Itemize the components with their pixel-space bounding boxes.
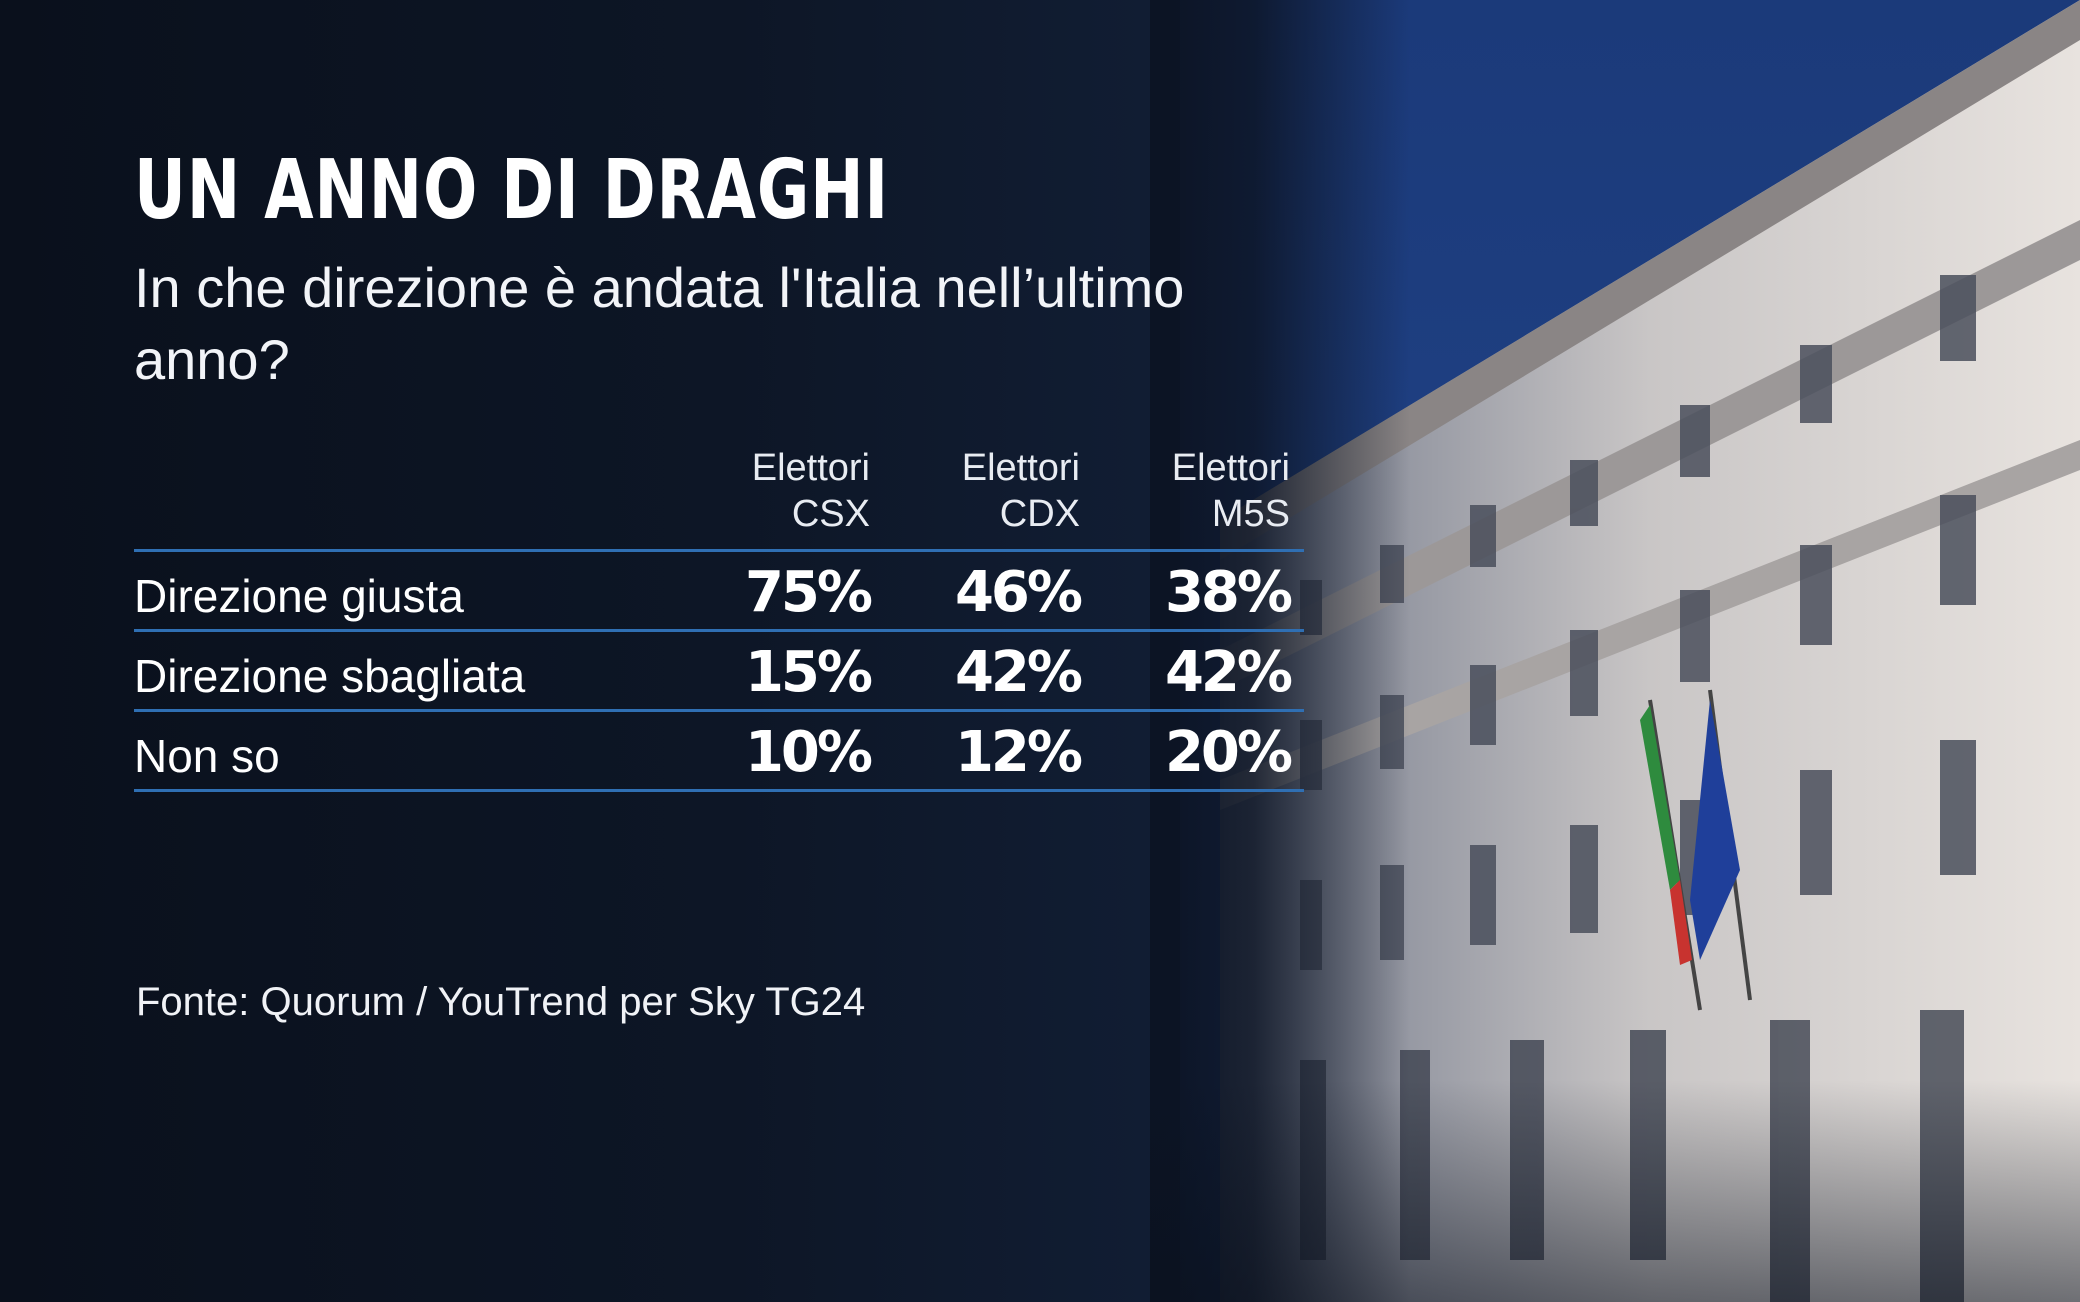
value-cell: 20%: [1164, 720, 1293, 785]
row-label: Non so: [134, 730, 280, 782]
column-header-cdx: Elettori CDX: [884, 445, 1094, 551]
column-header-line2: CDX: [999, 493, 1080, 535]
column-header-line1: Elettori: [1171, 447, 1290, 489]
poll-row-non-so: Non so 10% 12% 20%: [134, 711, 1304, 791]
chart-title: UN ANNO DI DRAGHI: [134, 143, 890, 238]
value-cell: 38%: [1164, 560, 1293, 625]
column-header-line1: Elettori: [961, 447, 1080, 489]
column-header-line2: CSX: [791, 493, 870, 535]
header-empty: [134, 445, 674, 551]
row-label: Direzione sbagliata: [134, 650, 526, 702]
poll-table: Elettori CSX Elettori CDX Elettori M5S D…: [134, 445, 1304, 792]
photo-fade-bottom: [1150, 1080, 2080, 1302]
row-label: Direzione giusta: [134, 570, 464, 622]
poll-row-direzione-sbagliata: Direzione sbagliata 15% 42% 42%: [134, 631, 1304, 711]
value-cell: 46%: [954, 560, 1083, 625]
column-header-line2: M5S: [1211, 493, 1290, 535]
column-header-line1: Elettori: [751, 447, 870, 489]
value-cell: 42%: [954, 640, 1083, 705]
value-cell: 12%: [954, 720, 1083, 785]
value-cell: 15%: [744, 640, 873, 705]
poll-row-direzione-giusta: Direzione giusta 75% 46% 38%: [134, 551, 1304, 631]
chart-subtitle: In che direzione è andata l'Italia nell’…: [134, 256, 1185, 391]
column-header-m5s: Elettori M5S: [1094, 445, 1304, 551]
value-cell: 42%: [1164, 640, 1293, 705]
value-cell: 10%: [744, 720, 873, 785]
poll-header-row: Elettori CSX Elettori CDX Elettori M5S: [134, 445, 1304, 551]
column-header-csx: Elettori CSX: [674, 445, 884, 551]
source-note: Fonte: Quorum / YouTrend per Sky TG24: [136, 980, 866, 1024]
value-cell: 75%: [744, 560, 873, 625]
